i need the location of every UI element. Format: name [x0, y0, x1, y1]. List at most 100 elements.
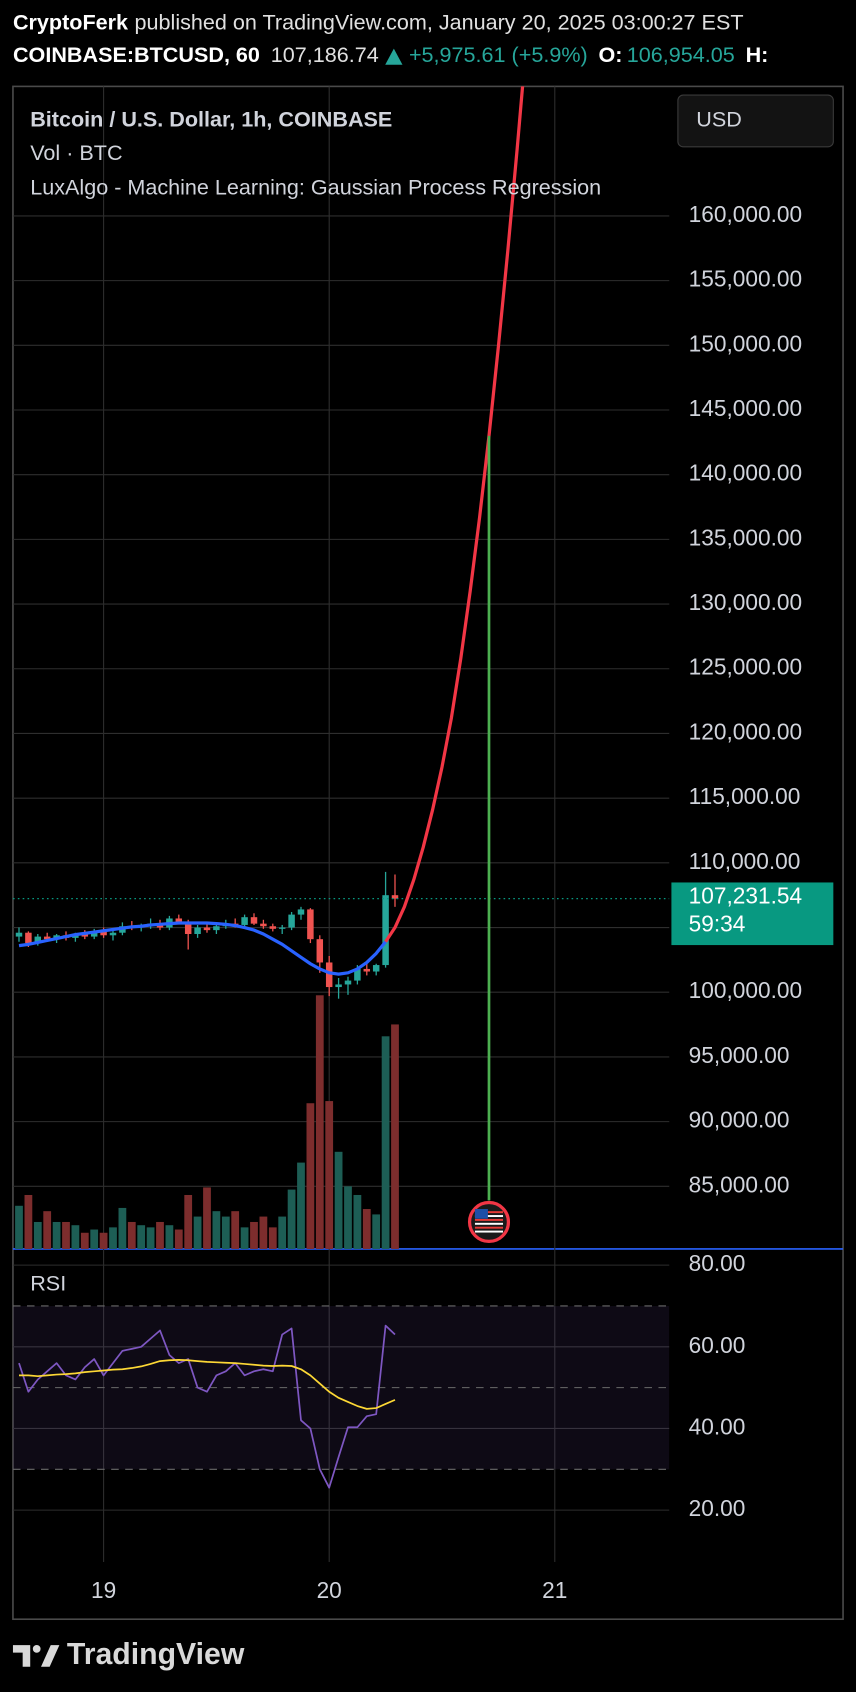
volume-bar	[250, 1221, 258, 1249]
y-tick-label: 120,000.00	[689, 718, 802, 744]
header-text: published on TradingView.com, January 20…	[135, 9, 744, 34]
header-text: +5,975.61 (+5.9%)	[409, 42, 588, 67]
candle-body	[213, 926, 220, 931]
currency-button[interactable]	[677, 94, 834, 148]
header-text: COINBASE:BTCUSD, 60	[13, 42, 260, 67]
currency-label[interactable]: USD	[696, 107, 742, 132]
y-tick-label: 130,000.00	[689, 589, 802, 615]
volume-bar	[127, 1221, 136, 1249]
y-tick-label: 135,000.00	[689, 524, 802, 550]
header: CryptoFerk published on TradingView.com, …	[13, 9, 768, 66]
logo-icon	[12, 1645, 60, 1667]
brand: TradingView	[67, 1638, 245, 1671]
volume-bar	[24, 1194, 33, 1249]
last-price-label: 107,231.54	[689, 883, 802, 909]
header-text: 106,954.05	[627, 42, 735, 67]
last-price-box	[671, 882, 834, 946]
axes: 85,000.0090,000.0095,000.00100,000.00105…	[91, 201, 834, 1603]
footer-logo: TradingView	[12, 1638, 245, 1671]
candle-body	[363, 968, 371, 972]
volume-bar	[193, 1216, 202, 1249]
volume-bar	[391, 1024, 399, 1249]
candle-body	[335, 984, 342, 988]
y-tick-label: 115,000.00	[689, 783, 801, 809]
volume-bar	[297, 1162, 305, 1249]
flag-stripe	[474, 1218, 504, 1221]
up-arrow	[385, 48, 403, 65]
y-tick-label: 60.00	[689, 1332, 746, 1358]
volume-bar	[212, 1211, 221, 1249]
candle-body	[25, 932, 32, 944]
candle-body	[382, 895, 389, 966]
y-tick-label: 125,000.00	[689, 654, 802, 680]
y-tick-label: 85,000.00	[689, 1171, 790, 1197]
volume-bar	[137, 1225, 146, 1249]
candle-body	[81, 934, 89, 937]
flag-stripe	[474, 1215, 504, 1218]
y-tick-label: 20.00	[689, 1495, 746, 1521]
volume-bar	[52, 1221, 61, 1249]
x-tick-label: 21	[542, 1577, 567, 1603]
volume-bar	[334, 1151, 343, 1249]
y-tick-label: 155,000.00	[689, 266, 802, 292]
volume-bar	[221, 1216, 230, 1249]
x-tick-label: 19	[91, 1577, 116, 1603]
chart-title: Bitcoin / U.S. Dollar, 1h, COINBASE	[30, 107, 392, 132]
flag-stripe	[474, 1230, 504, 1233]
volume-label: Vol · BTC	[30, 140, 122, 165]
event-flag	[467, 1200, 511, 1244]
volume-bar	[174, 1229, 183, 1249]
volume-bar	[109, 1227, 117, 1249]
candle-body	[100, 931, 107, 936]
candle-body	[90, 931, 98, 937]
volume-bar	[315, 995, 324, 1249]
flag-ring	[467, 1200, 511, 1244]
volume-bar	[372, 1214, 381, 1249]
candle-body	[391, 895, 399, 899]
flag-canton	[474, 1209, 488, 1219]
candle-body	[278, 927, 286, 929]
header-text: H:	[746, 42, 769, 67]
candle-body	[372, 965, 380, 972]
candle-body	[109, 932, 117, 936]
header-text: 107,186.74	[271, 42, 379, 67]
volume-bar	[165, 1225, 174, 1249]
volume-bar	[362, 1209, 371, 1249]
candle-body	[325, 962, 333, 988]
volume-bar	[99, 1232, 108, 1249]
legend: Bitcoin / U.S. Dollar, 1h, COINBASE Vol …	[30, 107, 601, 200]
volume-bar	[118, 1207, 127, 1249]
grid	[12, 86, 670, 1562]
y-tick-label: 160,000.00	[689, 201, 802, 227]
volume-bar	[240, 1227, 249, 1249]
volume-bar	[146, 1227, 155, 1249]
volume-bar	[268, 1227, 277, 1249]
flag-stripe	[474, 1211, 504, 1214]
candle-body	[250, 917, 258, 924]
volume-bar	[90, 1229, 99, 1249]
volume-bar	[231, 1211, 240, 1249]
rsi-title: RSI	[30, 1270, 66, 1295]
candle-body	[43, 936, 51, 940]
candle-body	[34, 936, 42, 944]
y-tick-label: 100,000.00	[689, 977, 802, 1003]
volume-bar	[156, 1221, 164, 1249]
chart-frame	[12, 85, 844, 1621]
flag-stripe	[474, 1222, 504, 1225]
candle-body	[288, 914, 295, 928]
volume-bar	[344, 1186, 352, 1249]
volume-bar	[62, 1221, 70, 1249]
candle-body	[269, 926, 277, 929]
volume-bar	[287, 1189, 296, 1249]
candle-body	[260, 923, 267, 927]
y-tick-label: 90,000.00	[689, 1107, 790, 1133]
volume-bar	[71, 1225, 80, 1249]
header-text: O:	[599, 42, 623, 67]
candle-body	[297, 909, 305, 915]
series-line	[18, 1324, 396, 1489]
price-pane	[12, 86, 670, 1249]
volume-bar	[325, 1101, 334, 1249]
candle-body	[241, 917, 248, 925]
candle-body	[316, 939, 324, 963]
